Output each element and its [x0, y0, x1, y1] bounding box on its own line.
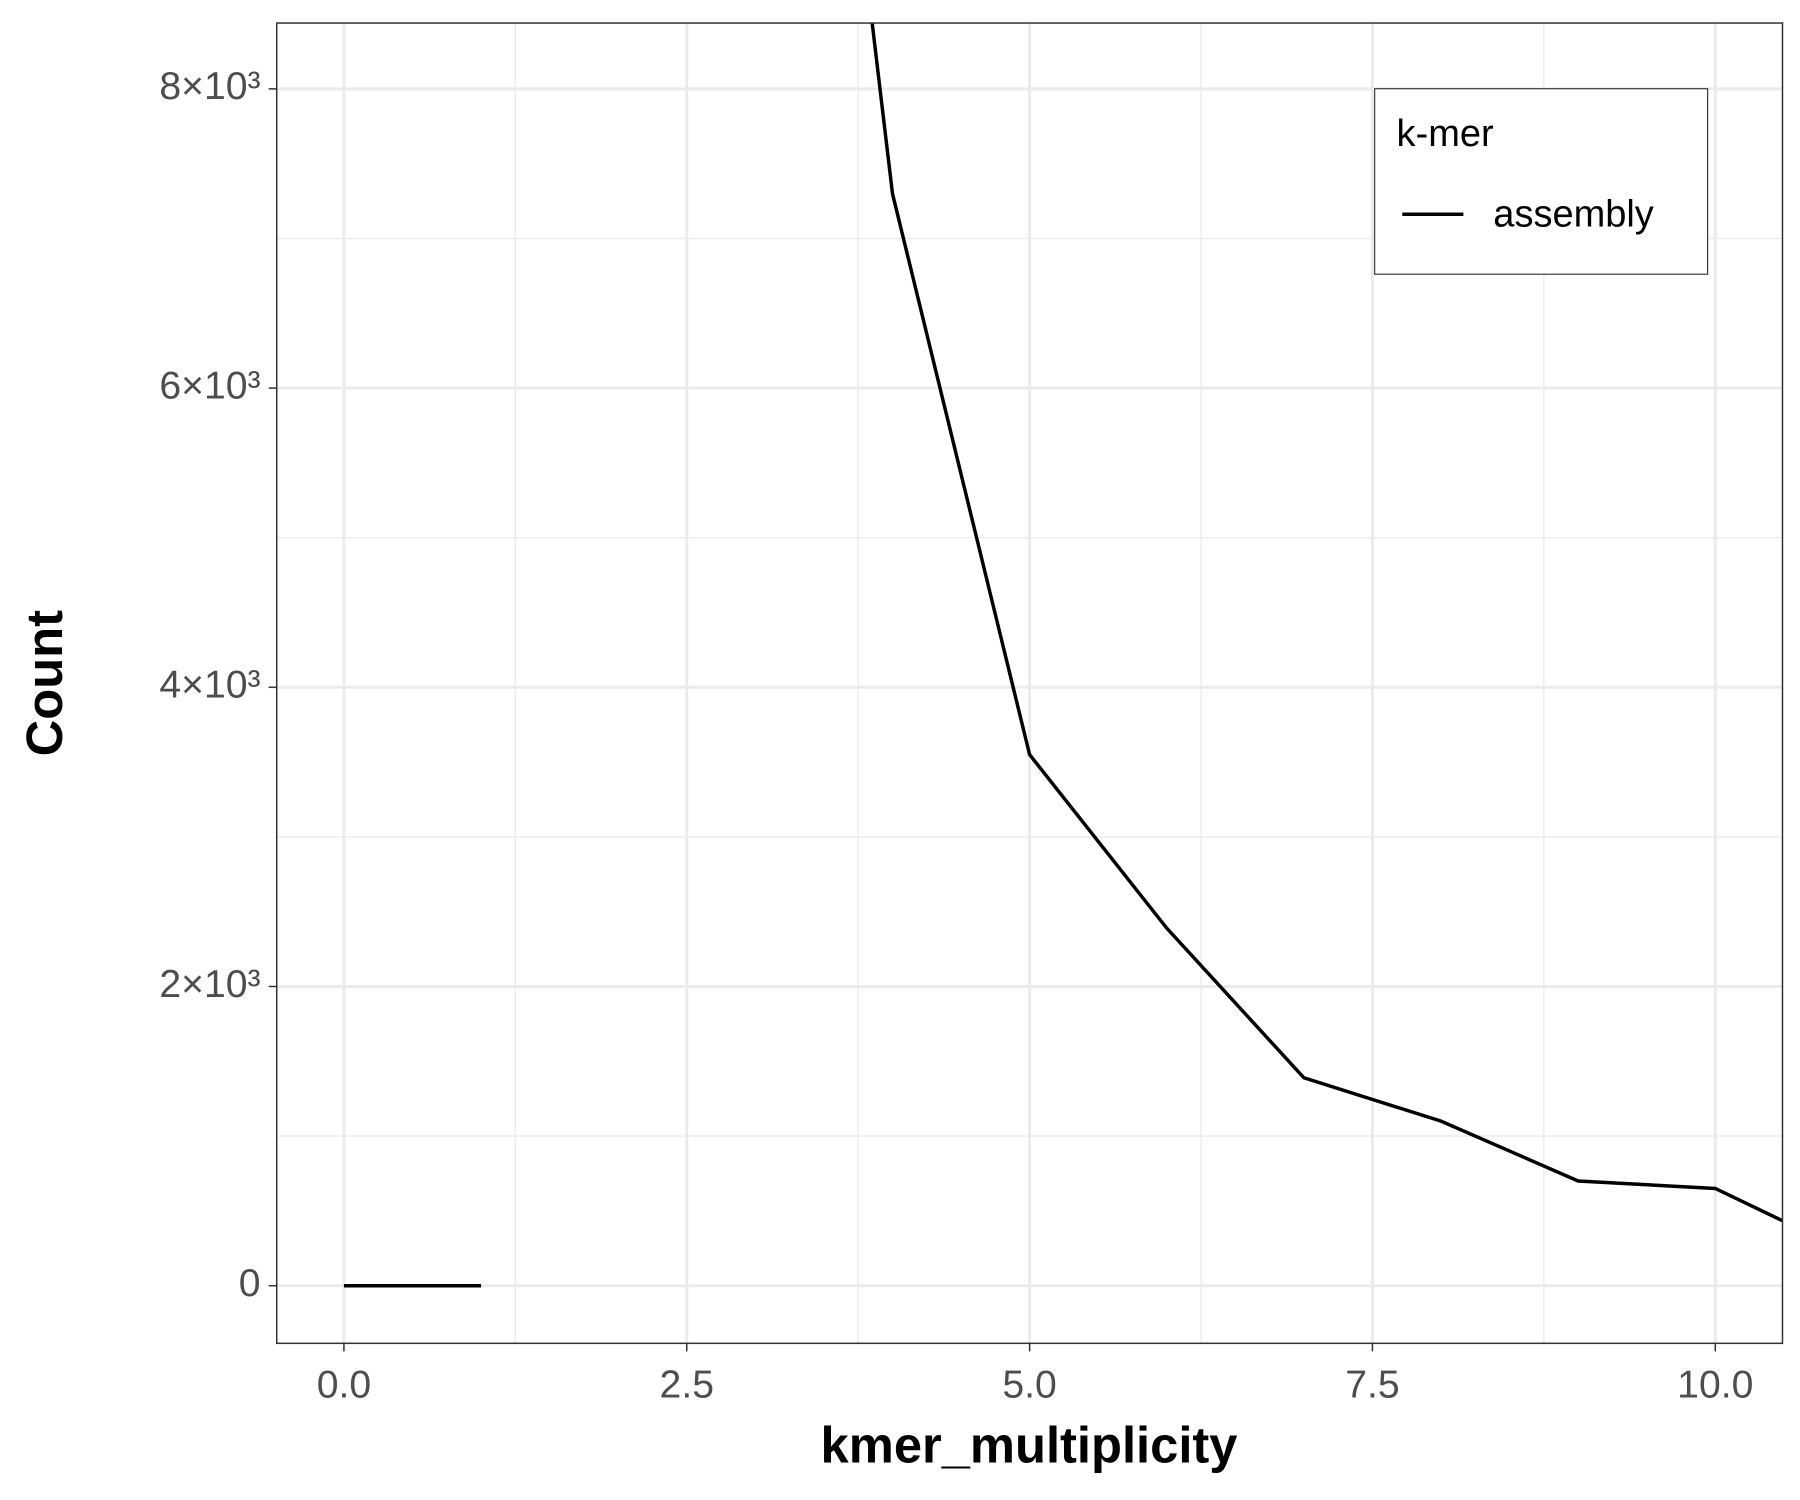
legend-title: k-mer [1397, 113, 1494, 155]
legend: k-mer assembly [1374, 88, 1709, 275]
x-tick-label: 5.0 [1002, 1363, 1056, 1406]
plot-area [343, 23, 1783, 1288]
y-tick-label: 8×10³ [159, 65, 260, 108]
y-tick-label: 0 [239, 1262, 261, 1305]
legend-box [1374, 88, 1709, 275]
x-axis-title: kmer_multiplicity [821, 1417, 1238, 1474]
x-tick-label: 10.0 [1677, 1363, 1753, 1406]
y-tick-label: 6×10³ [159, 364, 260, 407]
x-tick-label: 2.5 [660, 1363, 714, 1406]
y-tick-label: 4×10³ [159, 664, 260, 707]
legend-label: assembly [1493, 194, 1653, 236]
x-tick-label: 7.5 [1345, 1363, 1399, 1406]
grid [276, 23, 1783, 1344]
x-tick-label: 0.0 [317, 1363, 371, 1406]
y-axis-title: Count [16, 610, 73, 756]
series-line [343, 23, 1783, 1288]
y-tick-label: 2×10³ [159, 963, 260, 1006]
